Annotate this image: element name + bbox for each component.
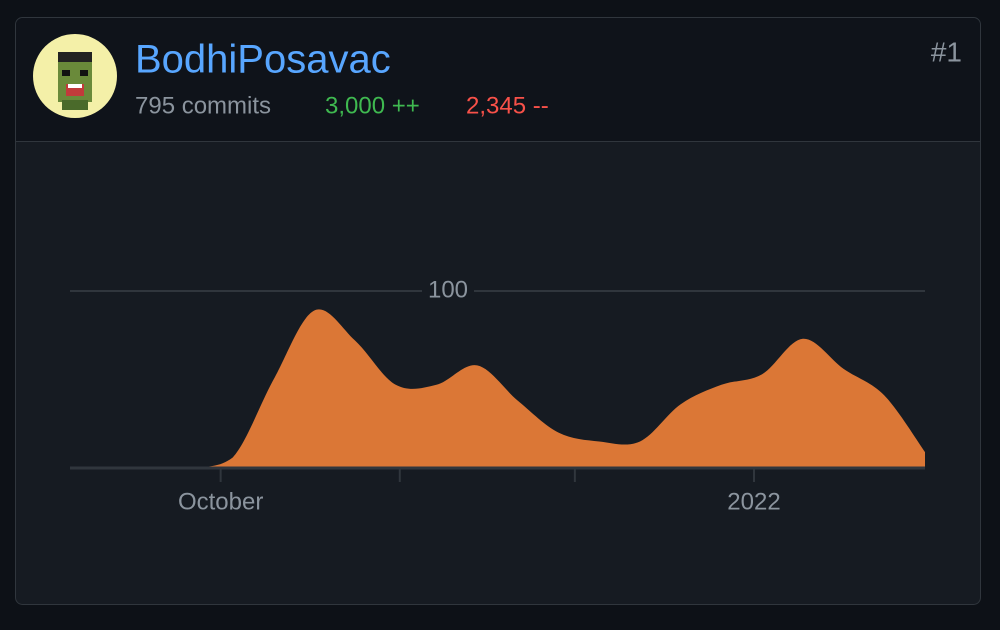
x-tick-label: October [178, 488, 263, 515]
additions: 3,000 ++ [325, 92, 420, 119]
user-name[interactable]: BodhiPosavac [135, 38, 391, 82]
card-header [16, 18, 980, 141]
avatar[interactable] [33, 34, 117, 118]
y-tick-label-bg [422, 278, 474, 304]
y-tick-label: 100 [428, 276, 468, 303]
commits[interactable]: 795 commits [135, 92, 271, 119]
deletions: 2,345 -- [466, 92, 549, 119]
x-tick-label: 2022 [727, 488, 780, 515]
rank: #1 [931, 36, 962, 67]
area [70, 309, 925, 468]
